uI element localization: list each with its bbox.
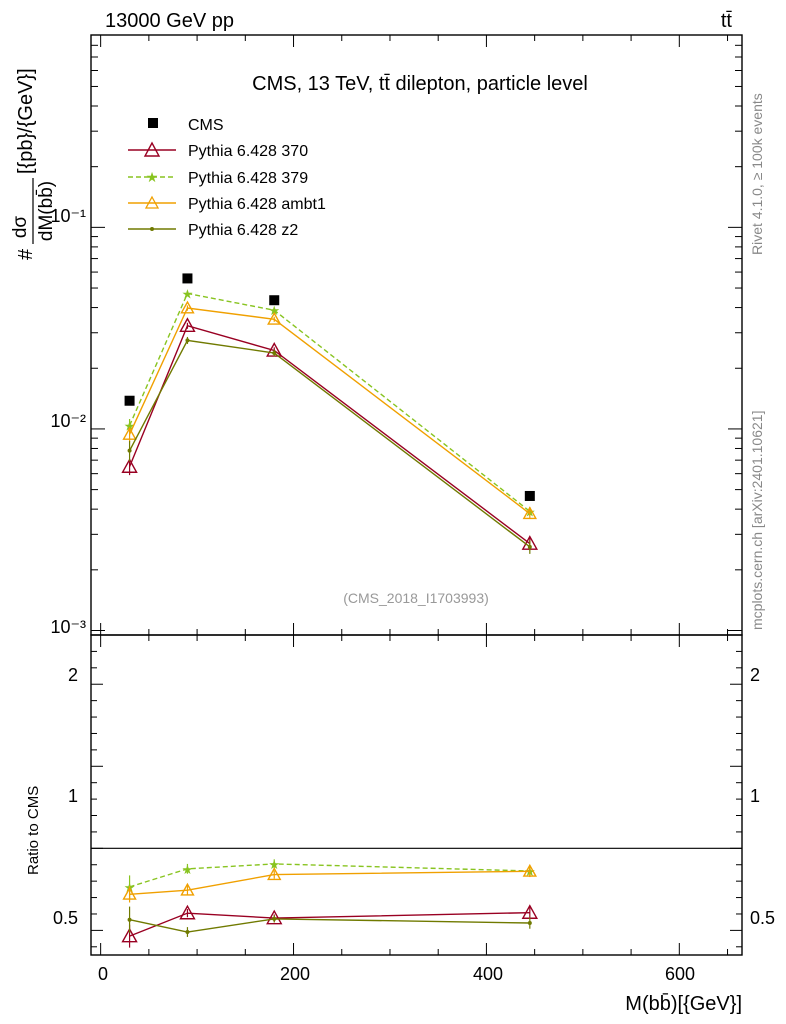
cms-data-point: [182, 273, 193, 284]
main-point-2: [267, 311, 282, 325]
ratio-series-line-1: [129, 863, 530, 888]
main-point-1: ★: [124, 418, 136, 433]
cms-data-point: [124, 395, 135, 406]
chart-title: CMS, 13 TeV, tt̄ dilepton, particle leve…: [252, 73, 588, 95]
ratio-tick-label-0.5-left: 0.5: [53, 908, 78, 928]
energy-label: 13000 GeV pp: [105, 10, 234, 32]
legend-label-370: Pythia 6.428 370: [188, 143, 308, 160]
ratio-point-0: [121, 927, 138, 943]
ratio-point-0: [179, 904, 196, 920]
legend-marker-ambt1: [144, 195, 160, 209]
cms-data-point: [524, 490, 535, 501]
ratio-series-line-0: [129, 911, 530, 937]
y-tick-label-0.001: 10⁻³: [50, 617, 86, 637]
ratio-point-2: [267, 867, 282, 881]
ratio-tick-label-2-right: 2: [750, 665, 760, 685]
rivet-version-label: Rivet 4.1.0, ≥ 100k events: [749, 93, 765, 255]
main-point-3: [185, 338, 190, 343]
ratio-series-line-3: [129, 918, 530, 933]
legend-marker-z2: [150, 227, 154, 231]
x-tick-label-0: 0: [98, 964, 108, 984]
legend-label-z2: Pythia 6.428 z2: [188, 222, 298, 239]
ratio-point-3: [527, 921, 532, 925]
x-tick-label-400: 400: [473, 964, 503, 984]
main-series-line-1: [128, 292, 531, 512]
ratio-point-3: [272, 916, 277, 921]
y-axis-label-ratio: Ratio to CMS: [25, 786, 42, 875]
main-series-line-2: [128, 307, 531, 515]
legend-label-cms: CMS: [188, 117, 224, 134]
main-point-0: [121, 458, 138, 473]
y-tick-label-main-0: 10⁻¹: [50, 206, 86, 226]
x-tick-label-200: 200: [280, 964, 310, 984]
ratio-point-1: ★: [182, 862, 194, 877]
y-axis-label-main: # dσ dM(bb̄) [{pb}/{GeV}]: [10, 68, 57, 260]
y-label-numerator: dσ: [10, 216, 31, 239]
ratio-tick-label-1-left: 1: [68, 786, 78, 806]
analysis-id: (CMS_2018_I1703993): [343, 590, 489, 606]
ratio-tick-label-1-right: 1: [750, 786, 760, 806]
legend: CMS Pythia 6.428 370 ★ Pythia 6.428 379 …: [128, 117, 326, 239]
main-point-1: ★: [268, 303, 280, 318]
legend-marker-379: ★: [146, 169, 159, 185]
ratio-tick-label-0.5-right: 0.5: [750, 908, 775, 928]
y-label-units: [{pb}/{GeV}]: [15, 68, 37, 174]
main-point-2: [122, 426, 137, 440]
main-series-line-3: [128, 339, 531, 548]
ratio-point-2: [122, 886, 137, 900]
legend-label-ambt1: Pythia 6.428 ambt1: [188, 196, 326, 213]
main-series-line-0: [128, 324, 531, 545]
axis-ticks: [91, 34, 742, 955]
ratio-point-3: [185, 930, 190, 935]
main-point-1: ★: [182, 286, 194, 301]
main-point-3: [272, 351, 277, 356]
x-axis-label: M(bb̄)[{GeV}]: [625, 992, 742, 1015]
main-point-3: [527, 544, 532, 549]
main-point-2: [180, 300, 195, 314]
legend-marker-cms: [148, 118, 158, 128]
main-point-3: [127, 448, 132, 453]
ratio-point-3: [127, 917, 132, 922]
main-point-0: [179, 317, 196, 333]
process-label: tt̄: [721, 10, 733, 32]
ratio-tick-label-2-left: 2: [68, 665, 78, 685]
main-plot-series: ★★★★: [121, 273, 539, 554]
ratio-series-line-2: [129, 870, 530, 895]
y-tick-label-0.01: 10⁻²: [50, 411, 86, 431]
ratio-plot-series: ★★ ★ ★: [121, 857, 539, 948]
cms-data-point: [269, 295, 280, 306]
legend-label-379: Pythia 6.428 379: [188, 170, 308, 187]
x-tick-label-600: 600: [665, 964, 695, 984]
y-tick-label-0.1: 10⁻¹: [50, 206, 86, 226]
legend-marker-370: [143, 141, 161, 157]
mcplots-source-label: mcplots.cern.ch [arXiv:2401.10621]: [749, 411, 765, 630]
ratio-point-2: [522, 863, 538, 877]
y-label-denominator: dM(bb̄): [36, 181, 57, 241]
ratio-point-2: [180, 882, 195, 896]
main-point-2: [522, 506, 538, 520]
ratio-point-1: ★: [268, 857, 280, 872]
y-label-hash: #: [15, 248, 37, 260]
ratio-point-0: [266, 909, 283, 925]
ratio-plot-frame: [90, 634, 743, 956]
